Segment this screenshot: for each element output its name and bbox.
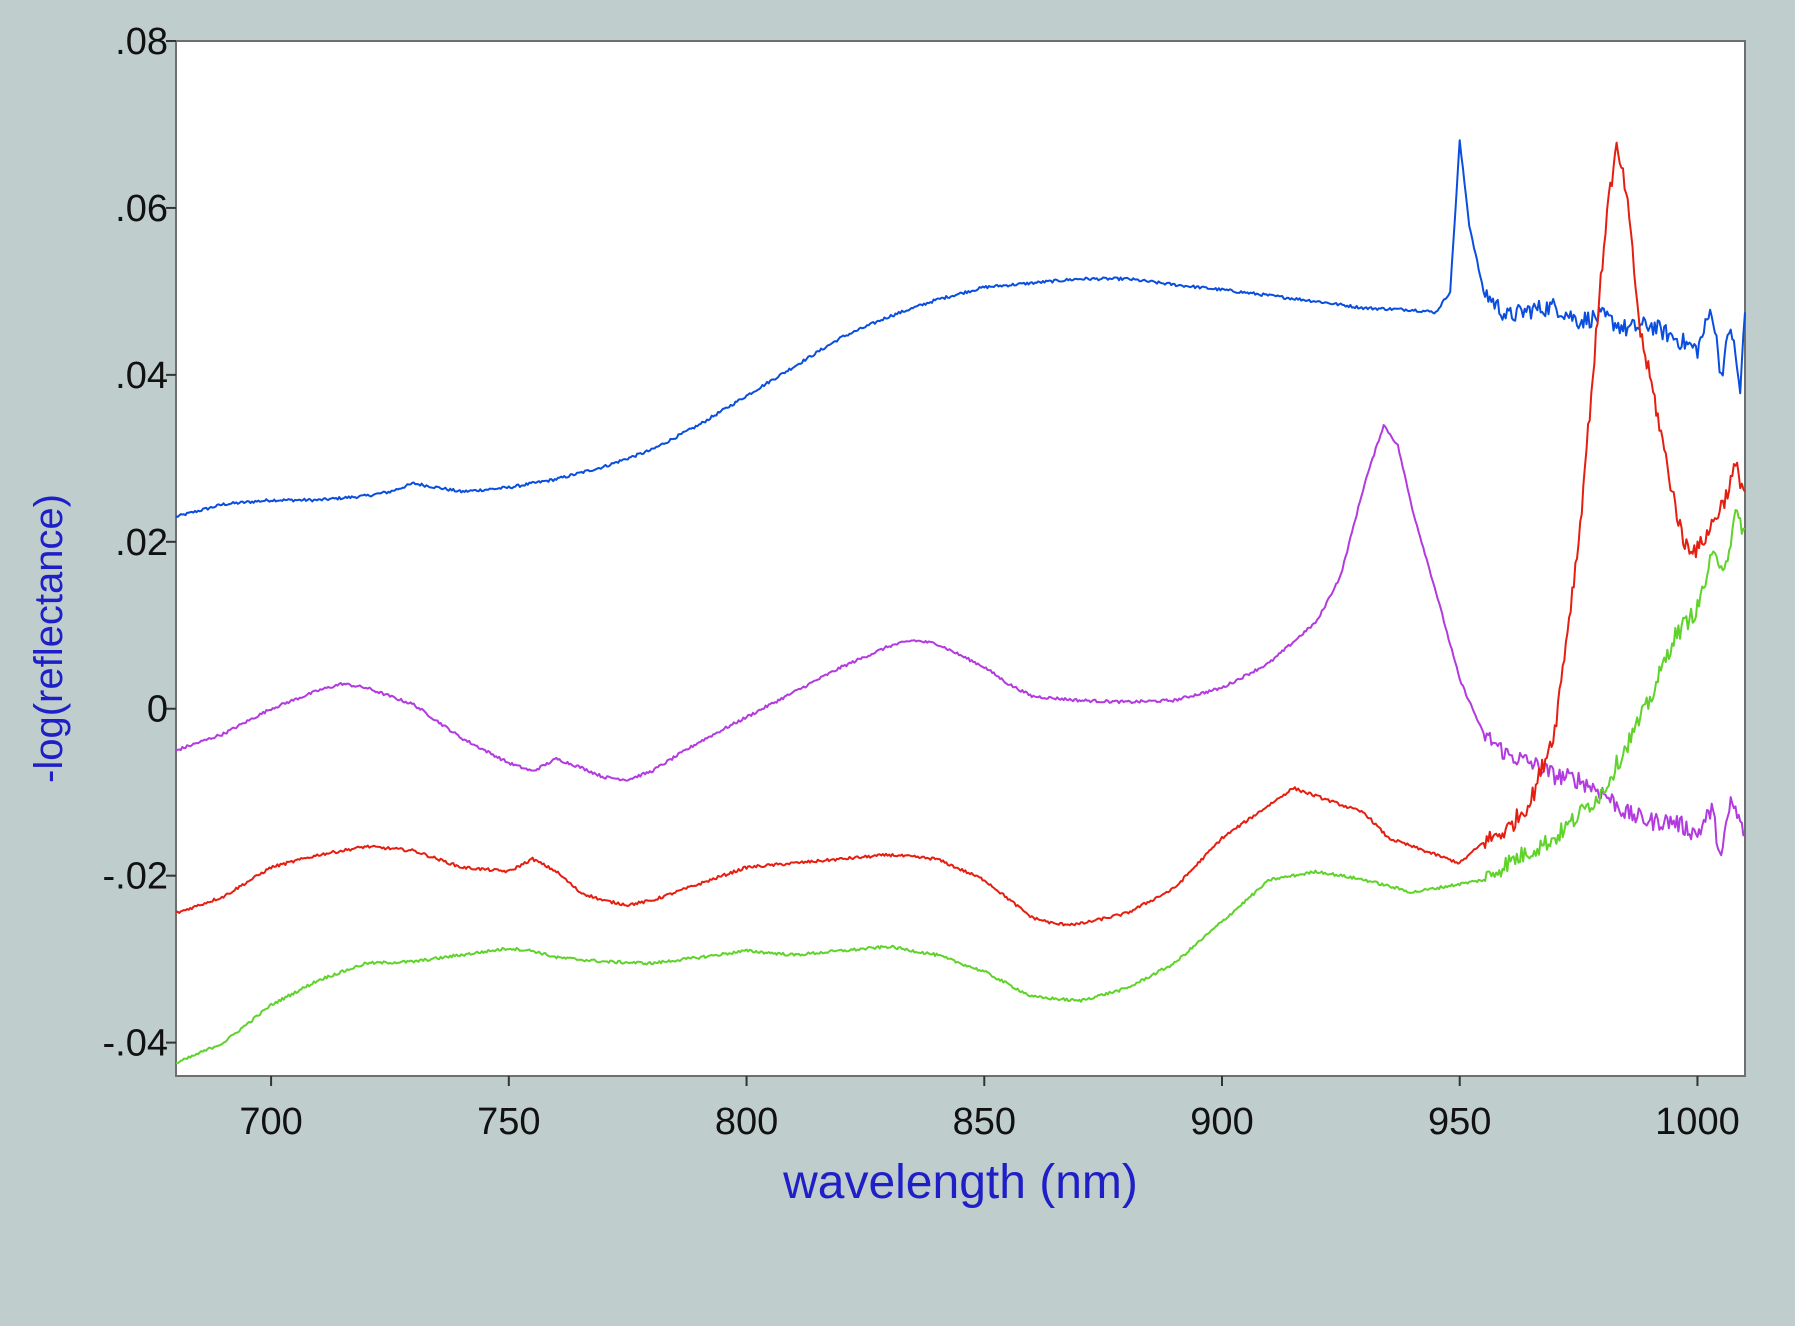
plot-area [175, 40, 1746, 1077]
series-line-1 [175, 139, 1746, 518]
x-axis-label: wavelength (nm) [782, 1156, 1138, 1209]
x-tick-label: 950 [1428, 1101, 1491, 1143]
y-tick-label: -.04 [103, 1023, 168, 1065]
y-tick-label: .02 [115, 522, 168, 564]
y-axis-label: -log(reflectance) [27, 494, 71, 783]
x-tick-label: 1000 [1655, 1101, 1740, 1143]
series-line-2 [175, 424, 1746, 857]
y-tick-label: -.02 [103, 856, 168, 898]
series-line-4 [175, 509, 1746, 1065]
series-layer [175, 139, 1746, 1065]
x-axis: 700 750 800 850 900 950 1000 [239, 1076, 1740, 1143]
x-tick-label: 800 [715, 1101, 778, 1143]
x-tick-label: 700 [239, 1101, 302, 1143]
x-tick-label: 850 [953, 1101, 1016, 1143]
series-line-3 [175, 141, 1746, 927]
x-tick-label: 900 [1190, 1101, 1253, 1143]
y-tick-label: 0 [147, 689, 168, 731]
y-axis: -.04 -.02 0 .02 .04 .06 .08 [103, 21, 176, 1065]
y-tick-label: .04 [115, 355, 168, 397]
y-tick-label: .06 [115, 188, 168, 230]
x-tick-label: 750 [477, 1101, 540, 1143]
y-tick-label: .08 [115, 21, 168, 63]
